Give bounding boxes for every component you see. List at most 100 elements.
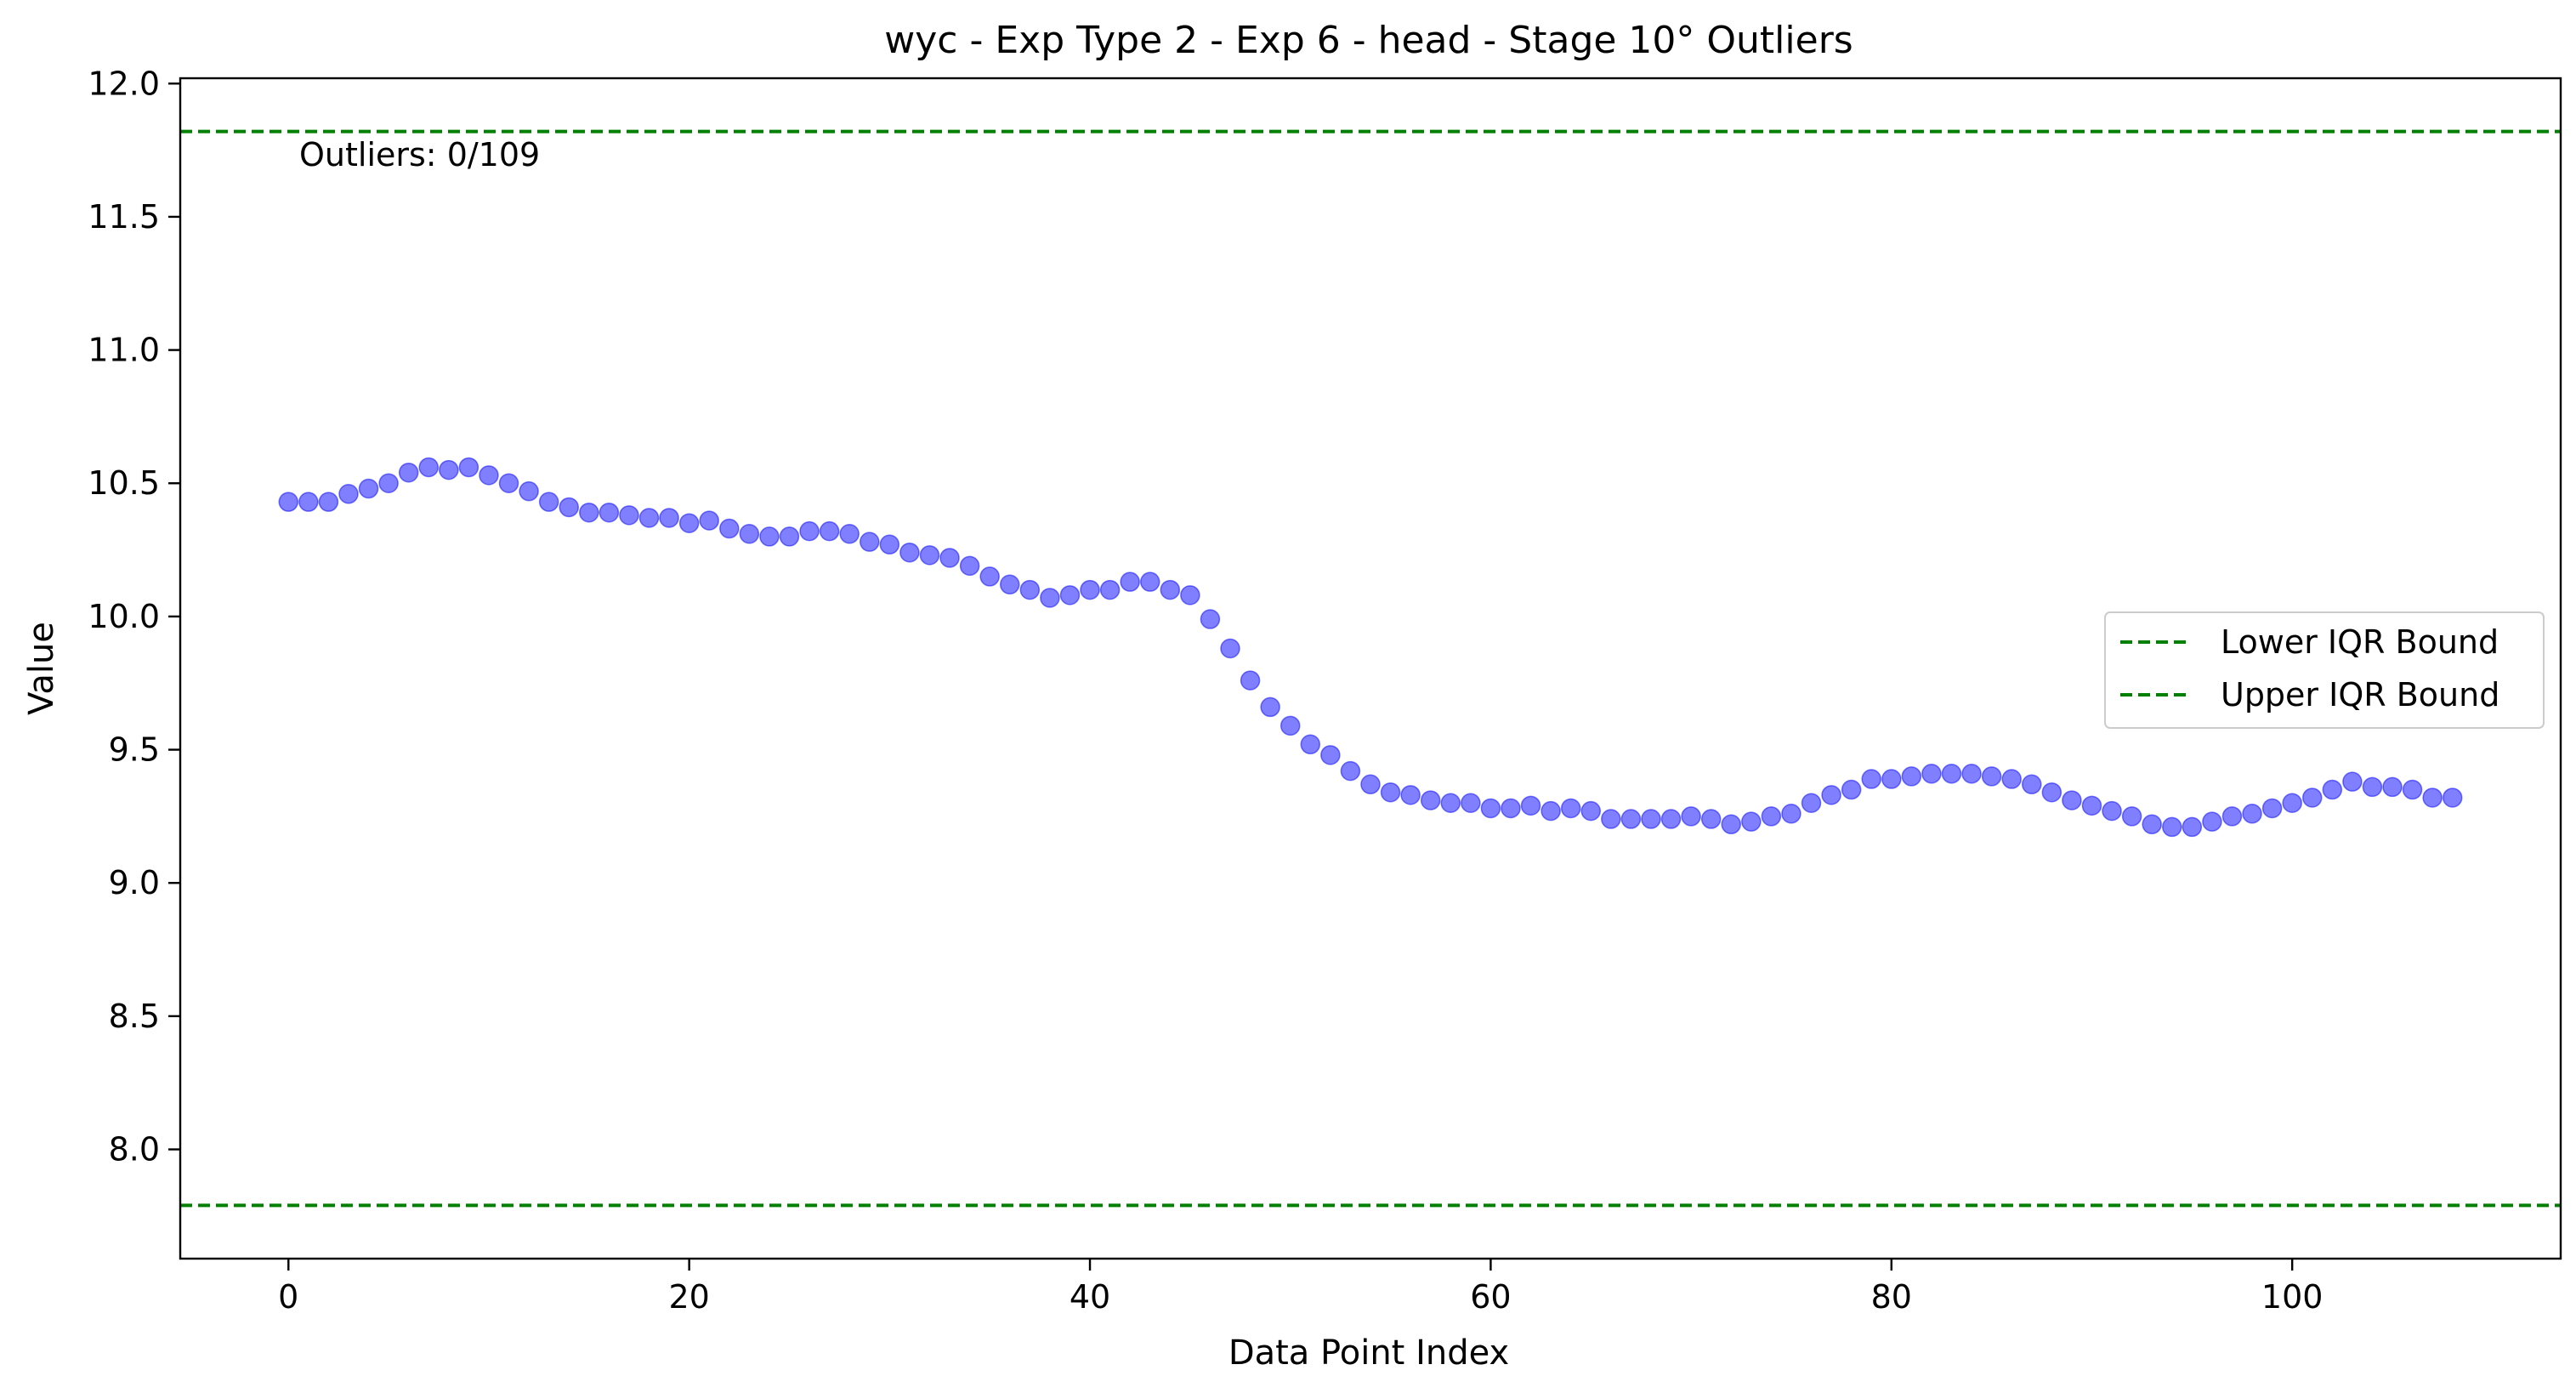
data-point (458, 457, 479, 478)
data-point (439, 459, 459, 480)
data-point (779, 526, 800, 547)
x-tick-label: 20 (668, 1278, 709, 1316)
chart-title: wyc - Exp Type 2 - Exp 6 - head - Stage … (884, 19, 1853, 62)
data-point (358, 478, 379, 499)
data-point (1741, 811, 1762, 832)
data-point (1660, 809, 1682, 829)
legend-label-lower: Lower IQR Bound (2221, 623, 2499, 661)
data-point (2261, 798, 2283, 819)
data-point (579, 502, 599, 523)
x-tick-label: 100 (2261, 1278, 2324, 1316)
data-point (538, 492, 559, 512)
data-point (678, 513, 700, 533)
data-point (959, 555, 980, 577)
y-tick-label: 9.0 (109, 864, 160, 901)
data-point (1300, 734, 1321, 755)
data-point (1620, 809, 1642, 829)
data-point (599, 502, 620, 523)
data-point (659, 508, 679, 528)
data-point (638, 508, 660, 528)
outliers-annotation: Outliers: 0/109 (299, 136, 540, 173)
data-point (1180, 585, 1200, 606)
data-point (839, 524, 860, 544)
data-point (2001, 769, 2022, 789)
data-point (1160, 579, 1181, 600)
data-point (1641, 809, 1661, 829)
data-point (2442, 787, 2463, 808)
y-tick-label: 12.0 (88, 65, 160, 102)
data-point (1501, 798, 1521, 819)
x-axis-label: Data Point Index (1228, 1333, 1509, 1373)
data-point (739, 524, 760, 544)
data-point (819, 520, 840, 542)
data-point (2242, 804, 2262, 824)
data-point (1681, 806, 1701, 827)
plot-frame (179, 77, 2562, 1260)
data-point (2182, 816, 2203, 838)
data-point (1841, 779, 1862, 800)
x-tick-label: 0 (278, 1278, 298, 1316)
y-tick-label: 11.0 (88, 332, 160, 369)
data-point (1059, 585, 1081, 606)
data-point (498, 473, 519, 493)
data-point (2041, 782, 2063, 803)
data-point (2022, 774, 2042, 795)
data-point (1901, 766, 1922, 787)
data-point (1440, 793, 1461, 813)
legend-box (2104, 611, 2545, 729)
x-tick-label: 40 (1070, 1278, 1110, 1316)
data-point (1801, 793, 1822, 813)
data-point (2102, 800, 2122, 822)
data-point (418, 457, 440, 478)
data-point (939, 548, 960, 568)
data-point (2202, 811, 2222, 832)
data-point (2301, 787, 2323, 808)
data-point (298, 492, 319, 512)
data-point (719, 518, 740, 539)
data-point (1881, 769, 1902, 789)
data-point (2342, 771, 2363, 792)
data-point (2382, 776, 2403, 798)
data-point (1340, 760, 1361, 782)
data-point (1721, 814, 1741, 835)
data-point (1560, 798, 1581, 819)
y-tick-label: 11.5 (88, 198, 160, 236)
data-point (1821, 785, 1841, 805)
data-point (860, 532, 880, 552)
data-point (2081, 795, 2102, 816)
data-point (1220, 638, 1240, 659)
data-point (2162, 816, 2182, 838)
legend: Lower IQR Bound Upper IQR Bound (2104, 611, 2545, 729)
y-tick-label: 8.0 (109, 1131, 160, 1168)
data-point (1260, 696, 1280, 718)
data-point (1139, 571, 1160, 592)
data-point (1580, 800, 1602, 822)
data-point (1461, 793, 1481, 813)
data-point (2121, 806, 2142, 827)
data-point (1961, 764, 1982, 784)
data-point (759, 526, 780, 547)
data-point (1099, 579, 1121, 600)
data-point (1019, 579, 1041, 600)
data-point (2322, 779, 2343, 800)
y-tick-label: 10.0 (88, 598, 160, 635)
data-point (1240, 670, 1261, 691)
data-point (2142, 814, 2162, 835)
data-point (2282, 793, 2302, 813)
data-point (1540, 800, 1561, 822)
y-axis-label: Value (22, 622, 61, 715)
data-point (2362, 776, 2383, 798)
data-point (1781, 804, 1801, 824)
data-point (1921, 764, 1942, 784)
data-point (1400, 785, 1421, 805)
data-point (1761, 806, 1782, 827)
data-point (699, 510, 719, 531)
data-point (619, 505, 639, 526)
y-tick-label: 8.5 (109, 998, 160, 1035)
data-point (398, 462, 419, 483)
data-point (1981, 766, 2002, 787)
data-point (559, 497, 579, 518)
data-point (1360, 774, 1381, 795)
data-point (879, 534, 900, 555)
